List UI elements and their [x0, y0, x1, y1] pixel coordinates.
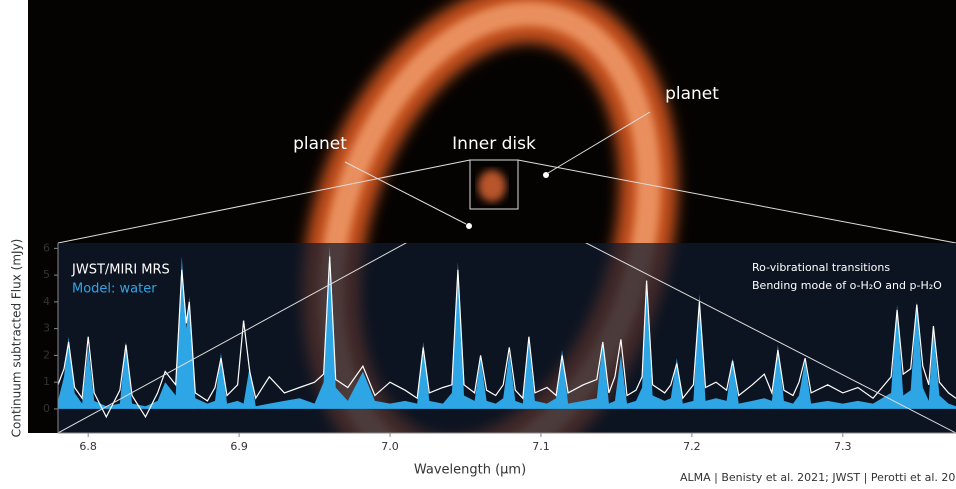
x-tick-label: 7.1: [532, 440, 550, 453]
y-tick-label: 4: [43, 295, 50, 308]
annotation: Bending mode of o-H₂O and p-H₂O: [752, 279, 942, 292]
credit: ALMA | Benisty et al. 2021; JWST | Perot…: [680, 471, 956, 484]
x-tick-label: 6.9: [230, 440, 248, 453]
legend-entry: Model: water: [72, 282, 157, 297]
y-tick-label: 5: [43, 268, 50, 281]
y-axis-title: Continuum subtracted Flux (mJy): [10, 239, 24, 438]
y-tick-label: 3: [43, 322, 50, 335]
inner-disk-label: Inner disk: [452, 134, 536, 154]
planet-label: planet: [293, 134, 347, 154]
y-tick-label: 2: [43, 348, 50, 361]
planet-label: planet: [665, 84, 719, 104]
x-tick-label: 7.2: [683, 440, 701, 453]
y-tick-label: 0: [43, 402, 50, 415]
x-tick-label: 7.3: [834, 440, 852, 453]
figure: planet planet Inner disk Ro-vibrational …: [0, 0, 956, 489]
y-tick-label: 1: [43, 375, 50, 388]
x-tick-label: 7.0: [381, 440, 399, 453]
x-tick-label: 6.8: [79, 440, 97, 453]
x-axis-title: Wavelength (μm): [414, 463, 526, 478]
annotation: Ro-vibrational transitions: [752, 261, 890, 274]
y-tick-label: 6: [43, 241, 50, 254]
legend-entry: JWST/MIRI MRS: [71, 263, 170, 278]
